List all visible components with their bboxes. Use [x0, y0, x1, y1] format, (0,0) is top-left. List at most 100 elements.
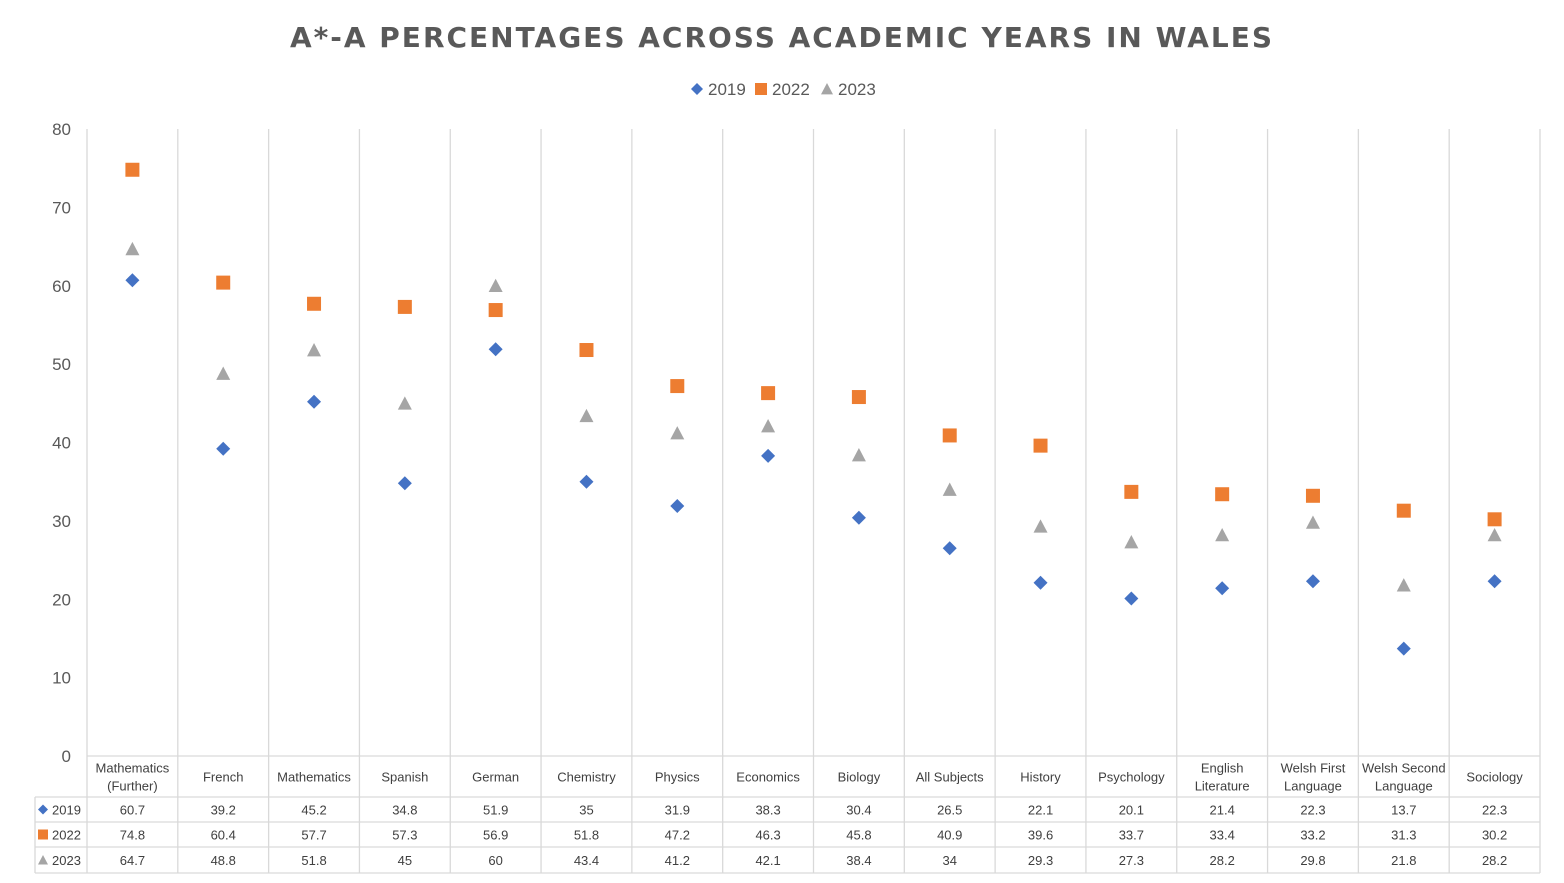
data-point-2023 — [397, 396, 412, 410]
table-cell: 47.2 — [665, 828, 690, 843]
y-tick-label: 40 — [52, 434, 71, 453]
data-point-2019 — [1124, 591, 1139, 606]
legend-label: 2023 — [838, 80, 876, 99]
table-cell: 26.5 — [937, 803, 962, 818]
legend-label: 2022 — [772, 80, 810, 99]
table-cell: 43.4 — [574, 853, 599, 868]
table-cell: 34.8 — [392, 803, 417, 818]
category-label: All Subjects — [916, 770, 984, 785]
data-point-2019 — [942, 541, 957, 556]
gridlines — [86, 129, 1541, 873]
data-point-2019 — [1215, 581, 1230, 596]
table-row-label: 2019 — [52, 803, 81, 818]
data-point-2023 — [1487, 527, 1502, 542]
table-cell: 51.8 — [574, 828, 599, 843]
data-point-2023 — [125, 241, 140, 256]
category-label: Sociology — [1466, 770, 1523, 785]
table-cell: 39.6 — [1028, 828, 1053, 843]
table-cell: 60.4 — [211, 828, 236, 843]
data-point-2022 — [761, 386, 776, 401]
y-tick-label: 60 — [52, 277, 71, 296]
data-point-2023 — [1305, 515, 1320, 529]
y-tick-label: 30 — [52, 512, 71, 531]
data-point-2023 — [670, 426, 685, 440]
category-label: History — [1020, 770, 1061, 785]
data-point-2022 — [1396, 503, 1411, 518]
category-label: Mathematics (Further) — [96, 761, 170, 794]
data-point-2023 — [488, 278, 503, 293]
data-point-2023 — [216, 366, 231, 380]
table-cell: 31.9 — [665, 803, 690, 818]
data-point-2019 — [1396, 641, 1411, 656]
y-tick-label: 80 — [52, 120, 71, 139]
table-cell: 35 — [579, 803, 593, 818]
data-point-2019 — [579, 474, 594, 489]
table-cell: 38.3 — [755, 803, 780, 818]
table-legend-key — [38, 855, 48, 865]
data-point-2019 — [1487, 574, 1502, 589]
table-cell: 30.4 — [846, 803, 871, 818]
y-tick-label: 20 — [52, 590, 71, 609]
category-label: Biology — [838, 770, 881, 785]
category-label: Physics — [655, 770, 700, 785]
table-cell: 27.3 — [1119, 853, 1144, 868]
table-cell: 22.3 — [1300, 803, 1325, 818]
data-point-2019 — [761, 448, 776, 463]
category-label: German — [472, 770, 519, 785]
y-tick-label: 10 — [52, 669, 71, 688]
data-point-2022 — [216, 275, 231, 290]
data-point-2022 — [1124, 484, 1139, 499]
data-point-2019 — [488, 342, 503, 357]
table-cell: 45.2 — [301, 803, 326, 818]
table-cell: 21.4 — [1210, 803, 1235, 818]
table-cell: 40.9 — [937, 828, 962, 843]
table-cell: 56.9 — [483, 828, 508, 843]
data-point-2019 — [851, 510, 866, 525]
data-point-2023 — [307, 343, 322, 357]
table-cell: 60.7 — [120, 803, 145, 818]
data-point-2022 — [1487, 512, 1502, 527]
y-axis: 0 10 20 30 40 50 60 70 80 — [52, 120, 71, 766]
category-label: Economics — [736, 770, 800, 785]
table-row-label: 2022 — [52, 828, 81, 843]
data-point-2022 — [488, 303, 503, 318]
table-cell: 39.2 — [211, 803, 236, 818]
category-label: Psychology — [1098, 770, 1165, 785]
data-point-2022 — [670, 379, 685, 394]
data-point-2023 — [579, 408, 594, 423]
category-label: Mathematics — [277, 770, 351, 785]
y-tick-label: 0 — [62, 747, 71, 766]
table-cell: 57.3 — [392, 828, 417, 843]
table-cell: 33.7 — [1119, 828, 1144, 843]
data-point-2022 — [307, 296, 322, 311]
data-point-2022 — [397, 299, 412, 314]
legend: 2019 2022 2023 — [691, 80, 876, 99]
table-cell: 38.4 — [846, 853, 871, 868]
plot-area — [125, 162, 1502, 656]
data-point-2019 — [307, 394, 322, 409]
data-point-2022 — [942, 428, 957, 443]
table-cell: 31.3 — [1391, 828, 1416, 843]
table-cell: 29.8 — [1300, 853, 1325, 868]
table-cell: 33.4 — [1210, 828, 1235, 843]
legend-label: 2019 — [708, 80, 746, 99]
chart-title: A*-A PERCENTAGES ACROSS ACADEMIC YEARS I… — [290, 21, 1274, 54]
table-cell: 48.8 — [211, 853, 236, 868]
table-cell: 46.3 — [755, 828, 780, 843]
data-point-2022 — [1215, 487, 1230, 502]
legend-marker — [755, 83, 767, 95]
table-cell: 41.2 — [665, 853, 690, 868]
data-point-2019 — [216, 441, 231, 456]
data-point-2022 — [125, 162, 140, 177]
table-cell: 22.3 — [1482, 803, 1507, 818]
table-cell: 64.7 — [120, 853, 145, 868]
data-point-2023 — [1396, 578, 1411, 592]
legend-marker — [821, 83, 833, 95]
table-cell: 34 — [942, 853, 956, 868]
table-cell: 51.8 — [301, 853, 326, 868]
category-label: Welsh Second Language — [1362, 761, 1446, 794]
data-point-2022 — [1033, 438, 1048, 453]
table-cell: 51.9 — [483, 803, 508, 818]
category-label: Spanish — [381, 770, 428, 785]
